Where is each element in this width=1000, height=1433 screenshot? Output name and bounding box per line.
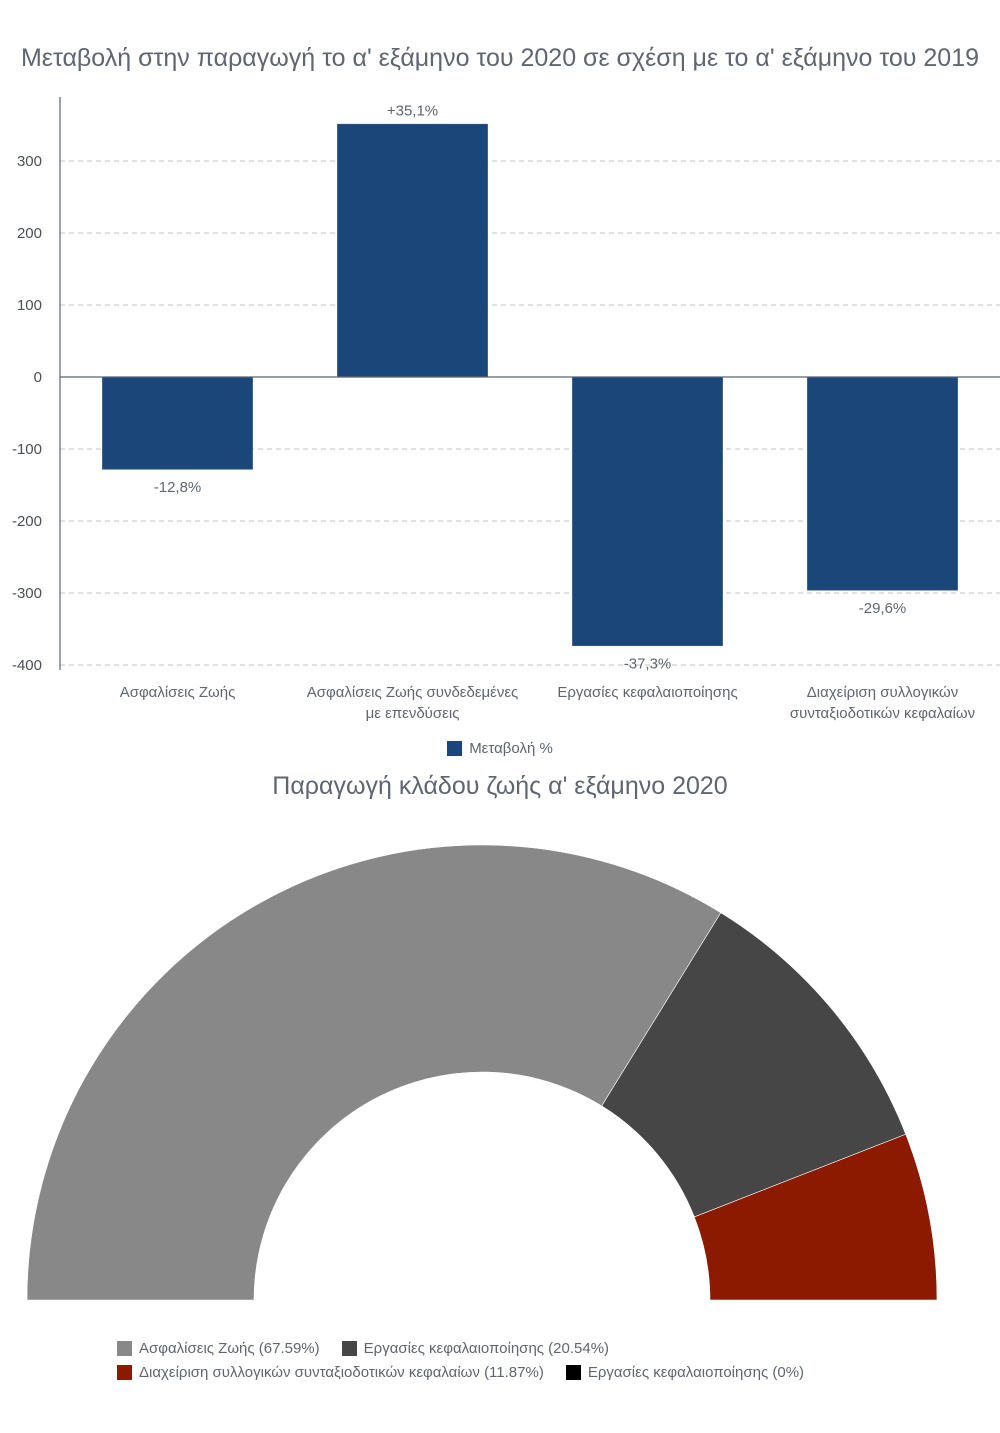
legend-label: Διαχείριση συλλογικών συνταξιοδοτικών κε… <box>139 1363 544 1381</box>
legend-label: Εργασίες κεφαλαιοποίησης (0%) <box>587 1363 805 1381</box>
donut-slice[interactable] <box>26 844 722 1301</box>
pie-chart-legend: Ασφαλίσεις Ζωής (67.59%) Εργασίες κεφαλα… <box>117 1336 917 1384</box>
pie-chart-title: Παραγωγή κλάδου ζωής α' εξάμηνο 2020 <box>272 772 728 800</box>
x-tick-label: Διαχείριση συλλογικών <box>807 684 959 701</box>
bar-chart: 300 200 100 0 -100 -200 -300 -400 -12,8% Ασφαλίσε… <box>12 97 1000 722</box>
legend-swatch <box>341 1340 357 1356</box>
y-tick-label: 200 <box>17 225 42 242</box>
legend-item-life-insurance[interactable]: Ασφαλίσεις Ζωής (67.59%) <box>117 1340 320 1357</box>
legend-item-pension-funds[interactable]: Διαχείριση συλλογικών συνταξιοδοτικών κε… <box>117 1364 544 1381</box>
x-tick-label: Εργασίες κεφαλαιοποίησης <box>557 684 737 701</box>
donut-slice[interactable] <box>693 1133 938 1301</box>
legend-swatch-change <box>447 741 463 756</box>
legend-item-capitalisation[interactable]: Εργασίες κεφαλαιοποίησης (20.54%) <box>341 1339 610 1357</box>
y-tick-label: 100 <box>17 297 42 314</box>
x-tick-label: συνταξιοδοτικών κεφαλαίων <box>790 705 975 722</box>
legend-item-capitalisation-zero[interactable]: Εργασίες κεφαλαιοποίησης (0%) <box>565 1363 805 1381</box>
legend-label: Εργασίες κεφαλαιοποίησης (20.54%) <box>363 1339 610 1357</box>
bar[interactable] <box>572 376 723 646</box>
bar[interactable] <box>807 376 958 591</box>
y-tick-label: -100 <box>12 441 42 458</box>
legend-swatch <box>565 1364 581 1380</box>
y-tick-label: 300 <box>17 153 42 170</box>
bar-chart-legend: Μεταβολή % <box>0 740 1000 757</box>
data-label: +35,1% <box>387 102 438 119</box>
x-tick-label: Ασφαλίσεις Ζωής συνδεδεμένες <box>307 684 519 701</box>
x-tick-label: με επενδύσεις <box>366 705 460 722</box>
data-label: -37,3% <box>624 656 672 673</box>
bar[interactable] <box>337 123 488 378</box>
bar-chart-title: Μεταβολή στην παραγωγή το α' εξάμηνο του… <box>20 44 980 72</box>
y-tick-label: -300 <box>12 585 42 602</box>
x-tick-label: Ασφαλίσεις Ζωής <box>120 684 236 701</box>
donut-slice[interactable] <box>601 912 907 1218</box>
data-label: -29,6% <box>859 600 907 617</box>
y-tick-label: -400 <box>12 657 42 674</box>
y-tick-label: -200 <box>12 513 42 530</box>
data-label: -12,8% <box>154 479 202 496</box>
legend-label: Ασφαλίσεις Ζωής (67.59%) <box>139 1339 320 1357</box>
legend-swatch <box>117 1340 132 1356</box>
y-tick-label: 0 <box>34 369 42 386</box>
bar[interactable] <box>102 376 253 470</box>
legend-label-change: Μεταβολή % <box>469 740 553 757</box>
legend-swatch <box>117 1364 132 1380</box>
